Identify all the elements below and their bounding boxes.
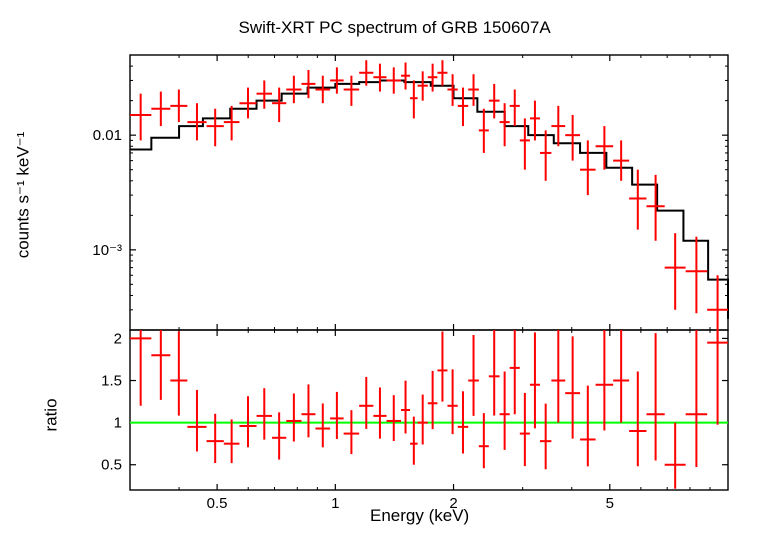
svg-text:2: 2 <box>114 330 122 347</box>
svg-text:0.5: 0.5 <box>101 457 122 474</box>
svg-text:5: 5 <box>606 495 614 512</box>
svg-text:1: 1 <box>331 495 339 512</box>
spectrum-chart: Swift-XRT PC spectrum of GRB 150607A cou… <box>0 0 758 556</box>
plot-canvas: 0.5 1 2 5 10⁻³ 0.01 0.5 1 1.5 2 <box>0 0 758 556</box>
svg-text:2: 2 <box>449 495 457 512</box>
svg-text:10⁻³: 10⁻³ <box>92 242 122 259</box>
svg-text:0.01: 0.01 <box>93 127 122 144</box>
svg-text:0.5: 0.5 <box>207 495 228 512</box>
svg-text:1: 1 <box>114 415 122 432</box>
svg-text:1.5: 1.5 <box>101 373 122 390</box>
